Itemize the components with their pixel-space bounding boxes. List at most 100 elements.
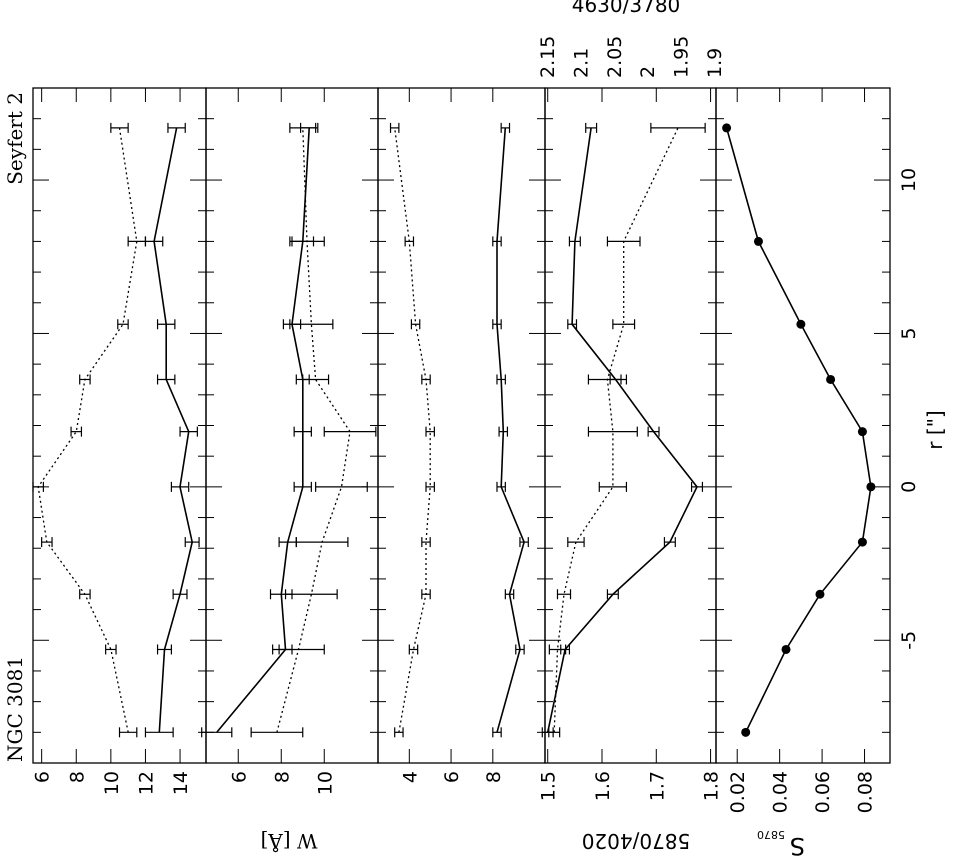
r-tick-label: 5: [898, 327, 920, 339]
error-bar: [250, 727, 304, 738]
error-bar: [421, 374, 431, 385]
labels-layer: 6 8 10 12 14 6 8 10 4 6 8 1.5 1.6 1.7 1.81.91.9522.052…: [32, 36, 920, 814]
value-tick-label: 14: [170, 771, 192, 795]
value-tick-label: 0.08: [855, 771, 877, 813]
error-bar: [156, 644, 172, 655]
error-bar: [289, 236, 325, 247]
error-bar: [323, 426, 377, 437]
data-point: [815, 589, 825, 599]
data-point: [753, 236, 763, 246]
error-bar: [156, 374, 176, 385]
error-bar: [272, 644, 325, 655]
top-tick-label: 2: [637, 66, 659, 78]
error-bar: [663, 537, 676, 548]
top-tick-label: 1.95: [671, 36, 693, 78]
error-bar: [118, 727, 138, 738]
error-bar: [179, 426, 198, 437]
error-bar: [548, 644, 567, 655]
error-bar: [500, 122, 511, 133]
panel-frame-5: [715, 87, 891, 764]
error-bar: [587, 426, 638, 437]
series-line-2-2: [276, 127, 351, 733]
error-bar: [496, 481, 506, 492]
error-bar: [389, 122, 400, 133]
panel-frame-4: [544, 87, 717, 764]
value-tick-label: 1.7: [646, 771, 668, 801]
error-bar: [293, 426, 312, 437]
s-axis-letter: S: [790, 832, 805, 860]
value-tick-label: 6: [228, 771, 250, 783]
error-bar: [421, 537, 431, 548]
panel-frame-3: [377, 87, 546, 764]
error-bar: [421, 589, 431, 600]
error-bar: [315, 481, 368, 492]
error-bar: [425, 426, 435, 437]
error-bar: [612, 319, 636, 330]
value-tick-label: 0.04: [770, 771, 792, 813]
error-bar: [79, 589, 91, 600]
value-tick-label: 1.8: [701, 771, 723, 801]
value-tick-label: 8: [483, 771, 505, 783]
error-bar: [170, 481, 190, 492]
error-bar: [32, 481, 44, 492]
error-bar: [293, 481, 312, 492]
error-bar: [144, 727, 174, 738]
error-bar: [410, 319, 421, 330]
error-bar: [404, 236, 415, 247]
error-bar: [498, 426, 509, 437]
panel-frame-2: [205, 87, 379, 764]
error-bar: [167, 122, 186, 133]
data-point: [741, 727, 751, 737]
error-bar: [156, 319, 176, 330]
error-bar: [295, 537, 349, 548]
series-line-5-1: [725, 127, 872, 733]
error-bar: [284, 589, 338, 600]
error-bar: [690, 481, 704, 492]
class-label: Seyfert 2: [3, 92, 27, 185]
error-bar: [585, 122, 598, 133]
value-tick-label: 8: [271, 771, 293, 783]
error-bar: [504, 589, 515, 600]
error-bar: [201, 727, 233, 738]
error-bar: [105, 644, 117, 655]
series-line-1-1: [153, 127, 194, 733]
error-bar: [650, 122, 706, 133]
value-tick-label: 10: [314, 771, 336, 795]
value-tick-label: 6: [441, 771, 463, 783]
top-tick-label: 2.1: [570, 48, 592, 78]
error-bar: [556, 589, 572, 600]
r-tick-label: -5: [898, 631, 920, 650]
error-bar: [184, 537, 200, 548]
series-line-3-1: [496, 127, 525, 733]
error-bar: [606, 236, 641, 247]
series-line-4-2: [553, 127, 679, 733]
data-point: [857, 427, 867, 437]
error-bar: [425, 481, 435, 492]
error-bar: [289, 122, 317, 133]
error-bar: [79, 374, 91, 385]
series-line-2-1: [216, 127, 310, 733]
panel-frames: [32, 87, 891, 764]
error-bar: [127, 236, 147, 247]
error-bar: [568, 236, 581, 247]
error-bar: [598, 481, 628, 492]
data-point: [796, 319, 806, 329]
top-axis-title: 4630/3780: [572, 0, 681, 17]
r-axis-label: r ["]: [923, 410, 947, 449]
error-bar: [606, 589, 619, 600]
value-tick-label: 1.6: [592, 771, 614, 801]
value-tick-label: 0.02: [727, 771, 749, 813]
s-axis-subscript: 5870: [757, 828, 785, 841]
panel-frame-1: [32, 87, 207, 764]
error-bar: [289, 319, 334, 330]
r-tick-label: 10: [898, 168, 920, 192]
ratio-axis-label: 5870/4020: [582, 829, 691, 853]
series-layer: [32, 122, 876, 738]
object-label: NGC 3081: [3, 656, 27, 762]
error-bar: [408, 644, 419, 655]
value-tick-label: 8: [66, 771, 88, 783]
series-line-3-2: [394, 127, 431, 733]
error-bar: [110, 122, 129, 133]
error-bar: [647, 426, 660, 437]
